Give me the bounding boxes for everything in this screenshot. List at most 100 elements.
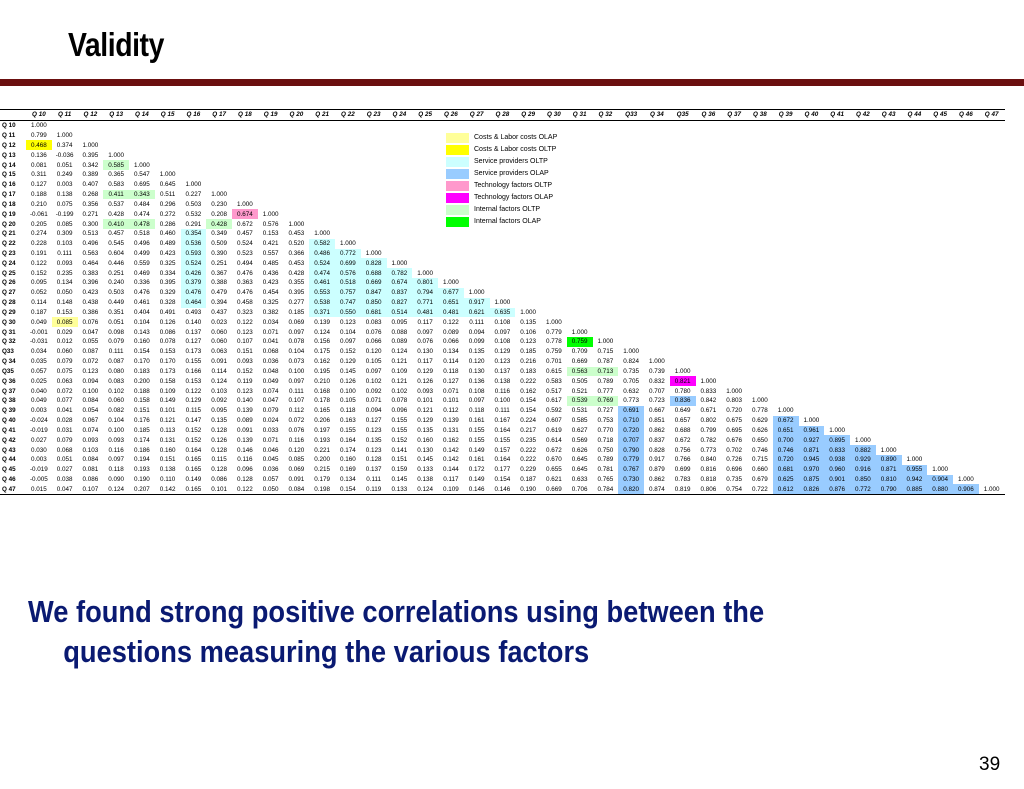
empty-cell: [361, 140, 387, 150]
empty-cell: [953, 170, 979, 180]
empty-cell: [953, 298, 979, 308]
table-cell: 0.097: [494, 328, 511, 336]
table-cell: 0.206: [314, 417, 330, 425]
empty-cell: [799, 268, 825, 278]
column-header: Q 34: [644, 109, 670, 121]
empty-cell: [181, 140, 207, 150]
table-cell: 0.645: [159, 181, 176, 189]
table-cell: 0.715: [751, 456, 768, 464]
table-cell: 0.183: [520, 367, 536, 375]
empty-cell: [412, 160, 438, 170]
table-cell: 0.057: [30, 367, 47, 375]
empty-cell: [155, 160, 181, 170]
table-cell: 0.172: [468, 466, 485, 474]
table-cell: 0.127: [185, 338, 202, 346]
table-row: Q 17 0.188 0.138 0.268 0.411 0.343 0.511 0.227 1…: [0, 189, 1005, 200]
row-header: Q 44: [2, 456, 16, 464]
empty-cell: [773, 190, 799, 200]
table-cell: 0.438: [82, 299, 99, 307]
table-row: Q 45 -0.019 0.027 0.081 0.118 0.193 0.138 0.165…: [0, 464, 1005, 475]
page-number: 39: [979, 754, 1001, 775]
table-cell: 0.153: [262, 230, 279, 238]
table-cell: 0.671: [700, 407, 717, 415]
empty-cell: [670, 357, 696, 367]
table-cell: 0.890: [875, 454, 902, 465]
empty-cell: [876, 376, 902, 386]
empty-cell: [721, 140, 747, 150]
empty-cell: [721, 317, 747, 327]
table-cell: 0.051: [108, 318, 124, 326]
empty-cell: [824, 170, 850, 180]
table-cell: 0.118: [340, 407, 356, 415]
column-header: Q 11: [51, 109, 78, 121]
column-header: Q 20: [283, 109, 310, 121]
table-cell: 0.699: [674, 466, 691, 474]
table-cell: 0.789: [597, 377, 614, 385]
empty-cell: [567, 229, 593, 239]
table-row: Q 23 0.191 0.111 0.563 0.604 0.499 0.423 0.593 0…: [0, 248, 1005, 259]
table-cell: 0.082: [108, 407, 124, 415]
table-cell: 0.576: [262, 220, 279, 228]
table-cell: 0.152: [185, 436, 202, 444]
empty-cell: [747, 160, 773, 170]
empty-cell: [747, 239, 773, 249]
empty-cell: [387, 190, 413, 200]
empty-cell: [876, 131, 902, 141]
empty-cell: [953, 347, 979, 357]
table-cell: 0.063: [56, 377, 73, 385]
table-cell: 0.101: [206, 484, 232, 496]
table-cell: 0.343: [129, 189, 155, 200]
empty-cell: [953, 465, 979, 475]
table-row: Q 32 -0.031 0.012 0.055 0.079 0.160 0.078 0.127…: [0, 337, 1005, 347]
table-cell: 0.850: [850, 474, 876, 485]
empty-cell: [567, 288, 593, 298]
table-cell: 0.604: [108, 250, 124, 257]
table-cell: 0.121: [159, 417, 176, 425]
empty-cell: [361, 180, 387, 190]
column-header: Q 25: [412, 109, 438, 121]
empty-cell: [979, 278, 1005, 288]
table-row: Q 27 0.052 0.050 0.423 0.503 0.476 0.329 0.476 0…: [0, 287, 1005, 298]
empty-cell: [155, 131, 181, 141]
table-cell: 0.187: [520, 476, 536, 484]
row-header: Q 38: [2, 397, 16, 405]
table-cell: 0.107: [236, 338, 253, 346]
table-cell: 0.325: [159, 259, 176, 267]
empty-cell: [232, 160, 258, 170]
table-cell: 0.165: [185, 456, 202, 464]
table-cell: 0.696: [726, 466, 742, 474]
empty-cell: [747, 170, 773, 180]
empty-cell: [773, 268, 799, 278]
empty-cell: [232, 120, 258, 130]
table-cell: 0.207: [129, 484, 155, 496]
empty-cell: [412, 219, 438, 229]
empty-cell: [824, 258, 850, 268]
empty-cell: [721, 239, 747, 249]
empty-cell: [103, 120, 129, 130]
table-cell: 0.078: [288, 338, 305, 346]
empty-cell: [387, 249, 413, 259]
table-cell: 0.938: [824, 454, 850, 465]
empty-cell: [644, 190, 670, 200]
empty-cell: [927, 426, 953, 436]
table-cell: 0.111: [469, 318, 485, 326]
table-cell: 1.000: [571, 328, 588, 336]
empty-cell: [979, 455, 1005, 465]
table-cell: 0.046: [262, 446, 279, 454]
table-cell: 0.754: [721, 484, 747, 496]
empty-cell: [876, 239, 902, 249]
table-cell: 0.076: [288, 426, 305, 434]
table-cell: 0.669: [360, 278, 387, 288]
empty-cell: [876, 268, 902, 278]
table-cell: 0.818: [700, 476, 717, 484]
empty-cell: [335, 150, 361, 160]
table-cell: 0.707: [648, 387, 665, 395]
empty-cell: [284, 180, 310, 190]
table-cell: 0.178: [314, 397, 330, 405]
empty-cell: [850, 426, 876, 436]
empty-cell: [696, 357, 722, 367]
table-cell: 0.509: [211, 240, 227, 248]
table-cell: 0.097: [365, 367, 382, 375]
table-cell: 0.071: [365, 397, 382, 405]
empty-cell: [670, 180, 696, 190]
